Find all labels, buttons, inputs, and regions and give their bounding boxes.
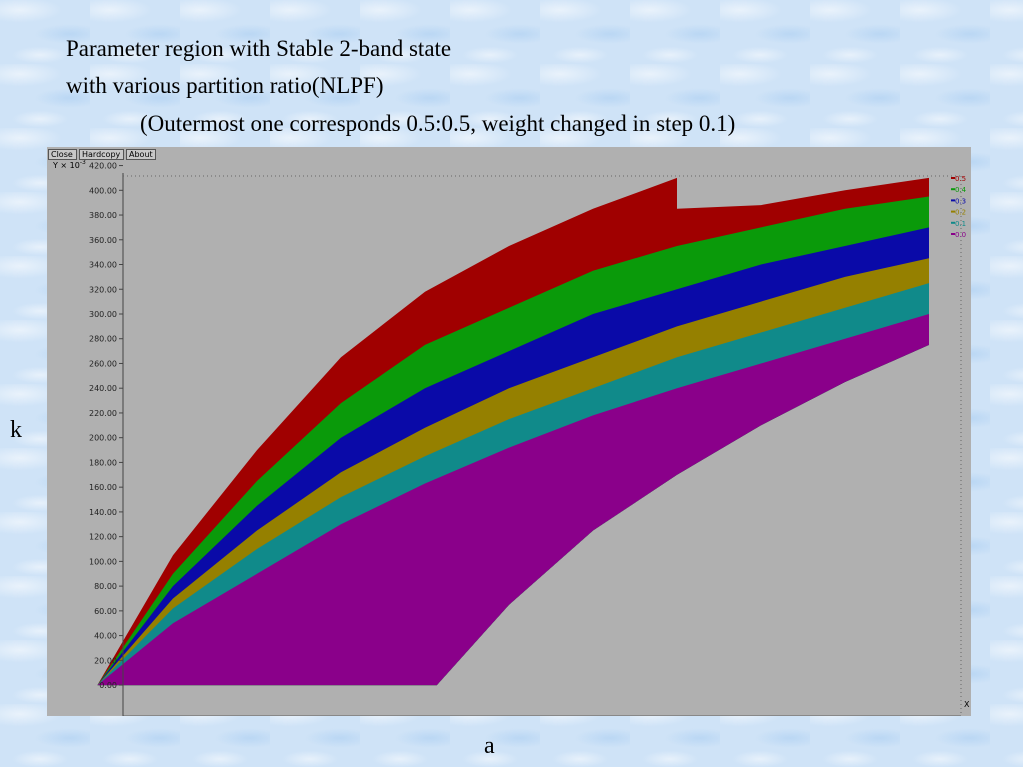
legend-entry: 0.0 (955, 231, 966, 239)
y-tick-label: 140.00 (89, 508, 117, 517)
y-axis-letter: k (10, 417, 22, 443)
y-tick-label: 360.00 (89, 236, 117, 245)
x-unit-label: X (964, 700, 970, 709)
regions (97, 177, 929, 686)
y-tick-label: 160.00 (89, 483, 117, 492)
y-tick-label: 200.00 (89, 434, 117, 443)
y-tick-label: 320.00 (89, 285, 117, 294)
y-tick-label: 420.00 (89, 162, 117, 171)
y-tick-label: 80.00 (94, 582, 117, 591)
axes: 0.00 20.00 40.00 60.00 80.00 100.00 120.00 140.… (89, 162, 962, 716)
title-line-1: Parameter region with Stable 2-band stat… (66, 36, 452, 61)
chart: 0.00 20.00 40.00 60.00 80.00 100.00 120.00 140.… (52, 159, 970, 716)
y-tick-label: 340.00 (89, 261, 117, 270)
legend-entry: 0.1 (955, 220, 966, 228)
y-tick-label: 240.00 (89, 384, 117, 393)
y-tick-label: 40.00 (94, 632, 117, 641)
y-tick-label: 220.00 (89, 409, 117, 418)
legend: 0.5 0.4 0.3 0.2 0.1 0.0 (951, 175, 967, 239)
legend-entry: 0.5 (955, 175, 966, 183)
y-tick-label: 20.00 (94, 656, 117, 665)
y-tick-label: 60.00 (94, 607, 117, 616)
plot-window: 0.00 20.00 40.00 60.00 80.00 100.00 120.00 140.… (47, 147, 971, 716)
about-button[interactable]: About (126, 149, 156, 160)
legend-entry: 0.2 (955, 209, 966, 217)
y-tick-label: 400.00 (89, 186, 117, 195)
hardcopy-button[interactable]: Hardcopy (79, 149, 124, 160)
legend-entry: 0.4 (955, 186, 967, 194)
y-unit-label: Y × 10-3 (52, 159, 86, 170)
y-tick-label: 120.00 (89, 533, 117, 542)
y-tick-label: 380.00 (89, 211, 117, 220)
y-tick-label: 180.00 (89, 458, 117, 467)
legend-entry: 0.3 (955, 197, 966, 205)
y-tick-label: 0.00 (99, 681, 117, 690)
region-0-0 (97, 314, 929, 686)
y-tick-label: 300.00 (89, 310, 117, 319)
title-line-2: with various partition ratio(NLPF) (66, 73, 384, 98)
title-line-3: (Outermost one corresponds 0.5:0.5, weig… (140, 111, 736, 136)
y-tick-label: 100.00 (89, 557, 117, 566)
close-button[interactable]: Close (48, 149, 77, 160)
x-axis-letter: a (484, 733, 495, 759)
y-tick-label: 280.00 (89, 335, 117, 344)
y-tick-label: 260.00 (89, 359, 117, 368)
